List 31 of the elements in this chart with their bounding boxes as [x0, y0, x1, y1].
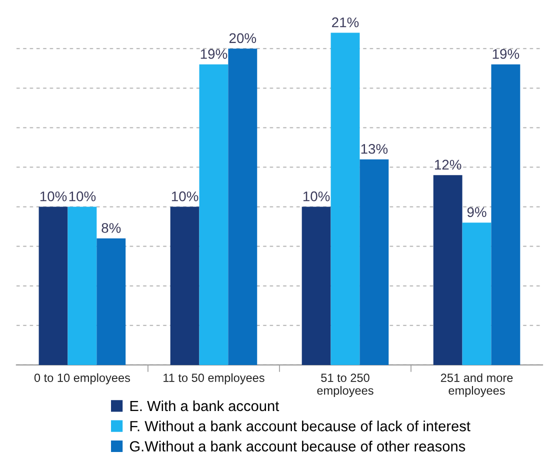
data-label: 12% [434, 160, 462, 170]
x-tick-label: 0 to 10 employees [34, 373, 130, 384]
data-label: 8% [102, 223, 121, 233]
data-label: 10% [69, 191, 96, 202]
bar [228, 48, 258, 365]
data-label: 20% [229, 33, 256, 44]
x-tick-label: 11 to 50 employees [164, 373, 264, 384]
data-label: 13% [361, 144, 388, 154]
data-label: 10% [303, 191, 330, 202]
bar [491, 64, 520, 365]
data-label: 9% [467, 207, 486, 218]
x-tick-label: 51 to 250 employees [317, 374, 374, 398]
bar [433, 175, 462, 365]
data-label: 21% [332, 17, 359, 28]
data-label: 19% [492, 49, 520, 59]
bar [302, 206, 331, 365]
data-label: 10% [40, 191, 67, 202]
bar [68, 206, 97, 365]
bar [462, 222, 492, 365]
data-label: 10% [172, 191, 198, 202]
bar [360, 159, 389, 365]
bar [170, 206, 200, 365]
bar [38, 206, 68, 365]
data-label: 19% [200, 49, 228, 59]
bar [96, 238, 126, 365]
legend-label: F. Without a bank account because of lack of interest [130, 420, 470, 432]
legend-label: E. With a bank account [130, 400, 280, 412]
legend-label: G.Without a bank account because of other reasons [130, 440, 466, 452]
bar [199, 64, 228, 365]
x-tick-label: 251 and more employees [440, 373, 513, 398]
bar [330, 32, 360, 365]
